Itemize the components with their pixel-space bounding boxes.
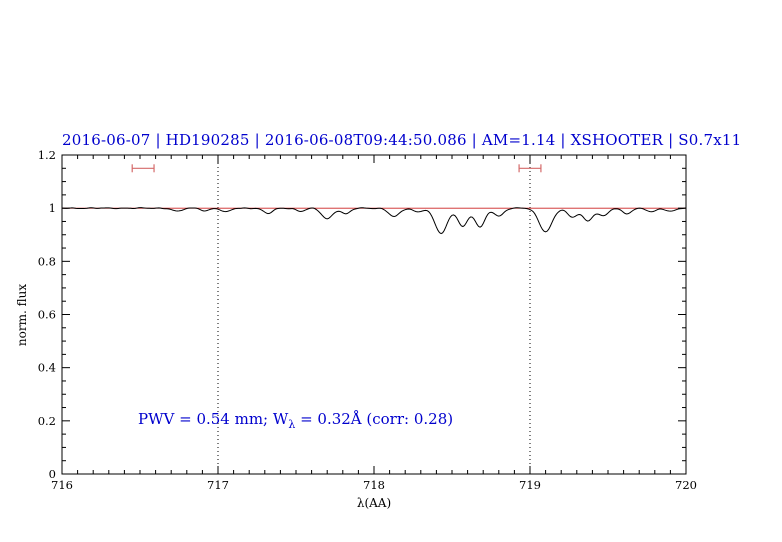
y-tick-label: 0 — [49, 467, 56, 481]
x-tick-label: 718 — [363, 478, 385, 492]
y-tick-label: 1.2 — [38, 148, 56, 162]
x-tick-label: 717 — [207, 478, 229, 492]
observed-spectrum-line — [61, 207, 687, 235]
pwv-annotation: PWV = 0.54 mm; Wλ = 0.32Å (corr: 0.28) — [138, 410, 453, 431]
x-tick-label: 720 — [675, 478, 697, 492]
y-tick-label: 0.4 — [38, 361, 56, 375]
x-tick-label: 719 — [519, 478, 541, 492]
y-tick-label: 0.8 — [38, 254, 56, 268]
y-tick-label: 1 — [49, 201, 56, 215]
annotation-suffix: = 0.32Å (corr: 0.28) — [295, 410, 454, 428]
y-tick-label: 0.2 — [38, 414, 56, 428]
y-tick-label: 0.6 — [38, 308, 56, 322]
annotation-prefix: PWV = 0.54 mm; W — [138, 410, 289, 428]
y-axis-label: norm. flux — [15, 283, 29, 347]
x-axis-label: λ(AA) — [356, 496, 392, 510]
x-tick-label: 716 — [51, 478, 73, 492]
annotation-lambda-subscript: λ — [288, 418, 296, 431]
plot-title: 2016-06-07 | HD190285 | 2016-06-08T09:44… — [62, 131, 742, 149]
